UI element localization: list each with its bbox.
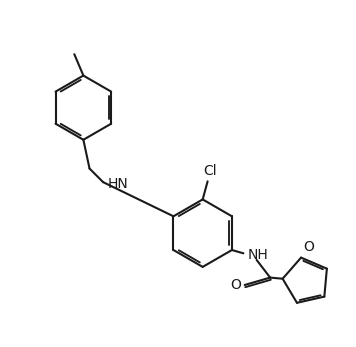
Text: O: O bbox=[230, 278, 241, 292]
Text: O: O bbox=[304, 240, 314, 254]
Text: Cl: Cl bbox=[203, 164, 217, 178]
Text: HN: HN bbox=[108, 177, 129, 191]
Text: NH: NH bbox=[247, 248, 268, 262]
